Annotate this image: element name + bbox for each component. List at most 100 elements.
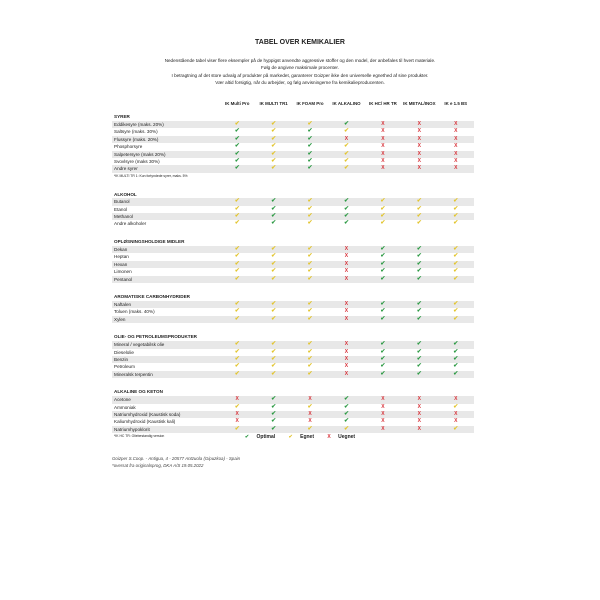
table-row: Svovlsyre (maks 30%) ✔ ✔ ✔ ✔ X X X xyxy=(112,158,474,165)
table-row: Mineralsk terpentin ✔ ✔ ✔ X ✔ ✔ ✔ xyxy=(112,370,474,379)
cross-icon: X xyxy=(364,396,402,404)
chemical-name: Toluen (maks. 40%) xyxy=(114,309,155,315)
section-title: ALKALINE OG KETON xyxy=(114,389,163,395)
table-row: Methanol ✔ ✔ ✔ ✔ ✔ ✔ ✔ xyxy=(112,213,474,221)
suitable-check-icon: ✔ xyxy=(271,253,277,260)
cross-icon: X xyxy=(328,370,365,379)
optimal-check-icon: ✔ xyxy=(401,370,438,379)
suitable-check-icon: ✔ xyxy=(219,425,256,434)
table-row: Andre alkoholer ✔ ✔ ✔ ✔ ✔ ✔ ✔ xyxy=(112,220,474,227)
optimal-check-icon: ✔ xyxy=(234,143,240,150)
suitable-check-icon: ✔ xyxy=(291,315,329,324)
cross-icon: X xyxy=(328,275,365,283)
suitable-check-icon: ✔ xyxy=(234,220,240,227)
section-gap xyxy=(112,283,474,292)
intro-line: Nedenstående tabel viser flere eksempler… xyxy=(164,58,436,63)
cross-icon: X xyxy=(454,143,458,150)
suitable-check-icon: ✔ xyxy=(255,341,292,349)
table-row: Benzin ✔ ✔ ✔ X ✔ ✔ ✔ xyxy=(112,355,474,364)
optimal-check-icon: ✔ xyxy=(271,220,277,227)
suitable-check-icon: ✔ xyxy=(291,425,329,434)
optimal-check-icon: ✔ xyxy=(271,418,277,425)
cross-icon: X xyxy=(235,418,239,425)
chemical-name: Andre syrer xyxy=(112,165,219,173)
suitable-check-icon: ✔ xyxy=(234,403,240,410)
optimal-check-icon: ✔ xyxy=(380,253,386,260)
optimal-check-icon: ✔ xyxy=(343,220,349,227)
legend-egnet: ✔ Egnet xyxy=(288,434,314,440)
chemical-name: Salpetersyre (maks 20%) xyxy=(112,150,219,159)
footnote-row: *IK HC TR: Oliebestandig version xyxy=(112,433,474,440)
cross-icon: X xyxy=(219,396,256,404)
optimal-check-icon: ✔ xyxy=(328,121,365,129)
suitable-check-icon: ✔ xyxy=(291,341,329,349)
table-row: Dieselolie ✔ ✔ ✔ X ✔ ✔ ✔ xyxy=(112,349,474,356)
suitable-check-icon: ✔ xyxy=(437,275,474,283)
table-row: Butanol ✔ ✔ ✔ ✔ ✔ ✔ ✔ xyxy=(112,198,474,206)
table-header: IK Multi Pro IK MULTI TR1 IK FOAM Pro IK AL… xyxy=(112,96,474,112)
suitable-check-icon: ✔ xyxy=(291,355,329,364)
table-row: Ammoniak ✔ ✔ ✔ ✔ X X ✔ xyxy=(112,404,474,411)
cross-icon: X xyxy=(291,410,329,419)
cross-icon: X xyxy=(328,135,365,144)
suitable-check-icon: ✔ xyxy=(307,308,313,315)
suitable-check-icon: ✔ xyxy=(255,315,292,324)
suitable-check-icon: ✔ xyxy=(453,308,459,315)
optimal-check-icon: ✔ xyxy=(401,260,438,269)
suitable-check-icon: ✔ xyxy=(307,220,313,227)
optimal-check-icon: ✔ xyxy=(401,341,438,349)
suitable-check-icon: ✔ xyxy=(219,355,256,364)
section-header: ALKALINE OG KETON xyxy=(112,387,474,396)
chemical-name: Butanol xyxy=(112,198,219,206)
optimal-check-icon: ✔ xyxy=(416,308,422,315)
suitable-check-icon: ✔ xyxy=(219,260,256,269)
suitable-check-icon: ✔ xyxy=(219,341,256,349)
suitable-check-icon: ✔ xyxy=(307,403,313,410)
suitable-check-icon: ✔ xyxy=(343,158,349,165)
chemical-name: Mineral / vegetabilsk olie xyxy=(112,341,219,349)
suitable-check-icon: ✔ xyxy=(364,213,402,221)
suitable-check-icon: ✔ xyxy=(271,363,277,370)
suitable-check-icon: ✔ xyxy=(328,165,365,173)
suitable-check-icon: ✔ xyxy=(307,348,313,355)
cross-icon: X xyxy=(401,121,438,129)
cross-icon: X xyxy=(328,245,365,254)
table-row: Andre syrer ✔ ✔ ✔ ✔ X X X xyxy=(112,165,474,173)
footer: Goizper S.Coop. - Antigua, 4 - 20577 Ant… xyxy=(112,455,240,469)
chemical-name: Xylen xyxy=(112,315,219,324)
suitable-check-icon: ✔ xyxy=(453,403,459,410)
cross-icon: X xyxy=(437,165,474,173)
suitable-check-icon: ✔ xyxy=(307,205,313,212)
cross-icon: X xyxy=(308,418,312,425)
cross-icon: X xyxy=(344,268,349,275)
suitable-check-icon: ✔ xyxy=(255,300,292,309)
table-row: Salpetersyre (maks 20%) ✔ ✔ ✔ ✔ X X X xyxy=(112,150,474,159)
suitable-check-icon: ✔ xyxy=(401,198,438,206)
table-row: Toluen (maks. 40%) ✔ ✔ ✔ X ✔ ✔ ✔ xyxy=(112,308,474,315)
optimal-check-icon: ✔ xyxy=(219,135,256,144)
check-icon: ✔ xyxy=(244,434,250,440)
cross-icon: X xyxy=(454,158,458,165)
section-title: OPLØSNINGSHOLDIGE MIDLER xyxy=(114,239,185,245)
suitable-check-icon: ✔ xyxy=(291,198,329,206)
cross-icon: X xyxy=(327,434,331,440)
optimal-check-icon: ✔ xyxy=(401,300,438,309)
optimal-check-icon: ✔ xyxy=(364,341,402,349)
optimal-check-icon: ✔ xyxy=(416,253,422,260)
chemical-name: Limonen xyxy=(114,269,132,275)
optimal-check-icon: ✔ xyxy=(364,300,402,309)
optimal-check-icon: ✔ xyxy=(453,363,459,370)
suitable-check-icon: ✔ xyxy=(401,213,438,221)
suitable-check-icon: ✔ xyxy=(307,253,313,260)
suitable-check-icon: ✔ xyxy=(219,275,256,283)
optimal-check-icon: ✔ xyxy=(255,396,292,404)
table-row: Eddikesyre (maks. 20%) ✔ ✔ ✔ ✔ X X X xyxy=(112,121,474,129)
cross-icon: X xyxy=(364,121,402,129)
section-title: SYRER xyxy=(114,114,130,120)
legend-optimal: ✔ Optimal xyxy=(244,434,276,440)
cross-icon: X xyxy=(381,158,385,165)
cross-icon: X xyxy=(381,418,385,425)
column-header: IK HC/ HR TR xyxy=(368,101,397,106)
table-row: Hexan ✔ ✔ ✔ X ✔ ✔ ✔ xyxy=(112,260,474,269)
optimal-check-icon: ✔ xyxy=(291,150,329,159)
